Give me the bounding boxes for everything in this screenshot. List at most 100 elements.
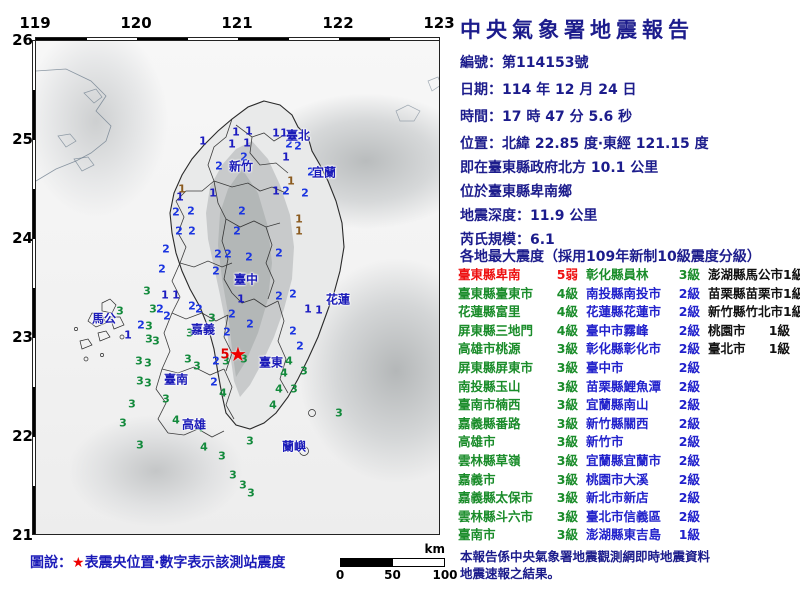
intensity-place: 桃園市: [708, 322, 746, 338]
legend-star-icon: ★: [72, 555, 85, 571]
station-intensity-mark: 2: [187, 204, 195, 218]
table-row: 彰化縣員林 3級: [586, 266, 708, 285]
report-field-3: 位置： 北緯 22.85 度‧東經 121.15 度: [460, 133, 709, 153]
intensity-level: 4級: [556, 322, 578, 338]
intensity-level: 1級: [783, 285, 800, 301]
scalebar-bar: [340, 558, 445, 567]
station-intensity-mark: 3: [136, 438, 144, 452]
station-intensity-mark: 1: [315, 303, 323, 317]
scalebar-tick-50: 50: [384, 568, 401, 582]
intensity-place: 臺北市信義區: [586, 508, 662, 524]
station-intensity-mark: 2: [296, 339, 304, 353]
intensity-place: 屏東縣三地門: [458, 322, 534, 338]
station-intensity-mark: 2: [294, 139, 302, 153]
intensity-level: 3級: [556, 490, 578, 506]
station-intensity-mark: 3: [247, 486, 255, 500]
station-intensity-mark: 1: [228, 137, 236, 151]
table-row: 屏東縣三地門 4級: [458, 322, 586, 341]
table-row: 花蓮縣花蓮市 2級: [586, 303, 708, 322]
report-field-value: 11.9 公里: [530, 208, 598, 224]
lon-tick-123: 123: [423, 14, 455, 32]
report-field-value: 第114153號: [502, 55, 589, 71]
intensity-level: 2級: [678, 490, 700, 506]
report-field-4: 即在 臺東縣政府北方 10.1 公里: [460, 157, 658, 177]
station-intensity-mark: 4: [200, 440, 208, 454]
report-field-value: 北緯 22.85 度‧東經 121.15 度: [502, 136, 709, 152]
intensity-place: 高雄市桃源: [458, 341, 521, 357]
station-intensity-mark: 1: [295, 212, 303, 226]
station-intensity-mark: 4: [219, 386, 227, 400]
table-row: 臺南市楠西 3級: [458, 396, 586, 415]
map-panel: 119 120 121 122 123 26 25 24 23 22 21: [12, 14, 457, 582]
intensity-level: 2級: [678, 359, 700, 375]
report-field-value: 臺東縣卑南鄉: [488, 184, 572, 200]
intensity-place: 臺中市: [586, 359, 624, 375]
station-intensity-mark: 3: [128, 397, 136, 411]
report-field-0: 編號： 第114153號: [460, 52, 588, 72]
intensity-place: 澎湖縣東吉島: [586, 527, 662, 543]
intensity-place: 嘉義市: [458, 471, 496, 487]
station-intensity-mark: 2: [275, 289, 283, 303]
longitude-axis: 119 120 121 122 123: [19, 14, 454, 36]
station-intensity-mark: 3: [144, 376, 152, 390]
intensity-level: 2級: [678, 285, 700, 301]
station-intensity-mark: 2: [212, 264, 220, 278]
table-row: 新竹縣關西 2級: [586, 415, 708, 434]
report-field-1: 日期： 114 年 12 月 24 日: [460, 79, 637, 99]
station-intensity-mark: 2: [289, 287, 297, 301]
station-intensity-mark: 4: [280, 366, 288, 380]
intensity-place: 屏東縣屏東市: [458, 359, 534, 375]
intensity-place: 花蓮縣富里: [458, 304, 521, 320]
table-row: 臺北市信義區 2級: [586, 508, 708, 527]
report-field-label: 時間：: [460, 109, 502, 125]
intensity-place: 新竹市: [586, 434, 624, 450]
lat-tick-25: 25: [12, 130, 33, 148]
intensity-place: 臺南市楠西: [458, 397, 521, 413]
station-intensity-mark: 1: [199, 134, 207, 148]
epicenter-star[interactable]: ★: [229, 342, 247, 366]
city-label-嘉義: 嘉義: [190, 322, 216, 337]
station-intensity-mark: 2: [137, 318, 145, 332]
report-footnote: 本報告係中央氣象署地震觀測網即時地震資料 地震速報之結果。: [460, 548, 710, 582]
station-intensity-mark: 1: [280, 126, 288, 140]
lon-tick-121: 121: [221, 14, 253, 32]
station-intensity-mark: 2: [162, 242, 170, 256]
table-row: 雲林縣草嶺 3級: [458, 452, 586, 471]
report-field-label: 編號：: [460, 55, 502, 71]
intensity-place: 花蓮縣花蓮市: [586, 304, 662, 320]
city-label-新竹: 新竹: [228, 159, 254, 174]
report-field-6: 地震深度： 11.9 公里: [460, 205, 597, 225]
intensity-level: 2級: [678, 452, 700, 468]
table-row: 雲林縣斗六市 3級: [458, 508, 586, 527]
lat-tick-26: 26: [12, 31, 33, 49]
report-field-value: 114 年 12 月 24 日: [502, 82, 637, 98]
station-intensity-mark: 3: [152, 334, 160, 348]
report-field-5: 位於 臺東縣卑南鄉: [460, 181, 572, 201]
table-row: 新北市新店 2級: [586, 489, 708, 508]
station-intensity-mark: 3: [162, 392, 170, 406]
station-intensity-mark: 3: [290, 382, 298, 396]
city-label-蘭嶼: 蘭嶼: [281, 439, 307, 454]
report-field-label: 即在: [460, 160, 488, 176]
city-label-臺北: 臺北: [285, 128, 311, 143]
lon-tick-119: 119: [19, 14, 51, 32]
intensity-place: 嘉義縣太保市: [458, 490, 534, 506]
table-row: 臺中市 2級: [586, 359, 708, 378]
intensity-level: 3級: [556, 452, 578, 468]
station-intensity-mark: 3: [239, 478, 247, 492]
table-row: 嘉義縣番路 3級: [458, 415, 586, 434]
intensity-place: 臺中市霧峰: [586, 322, 649, 338]
intensity-column-1: 臺東縣卑南 5弱 臺東縣臺東市 4級 花蓮縣富里 4級 屏東縣三地門 4級 高雄市桃源 3級 屏東縣…: [458, 266, 586, 545]
report-field-value: 6.1: [530, 232, 555, 248]
page-title: 中央氣象署地震報告: [460, 18, 694, 42]
intensity-level: 3級: [556, 415, 578, 431]
report-field-7: 芮氏規模： 6.1: [460, 229, 555, 249]
intensity-level: 4級: [556, 285, 578, 301]
intensity-level: 2級: [678, 378, 700, 394]
table-row: 彰化縣彰化市 2級: [586, 340, 708, 359]
intensity-place: 宜蘭縣宜蘭市: [586, 452, 662, 468]
intensity-level: 3級: [556, 508, 578, 524]
station-intensity-mark: 3: [193, 359, 201, 373]
